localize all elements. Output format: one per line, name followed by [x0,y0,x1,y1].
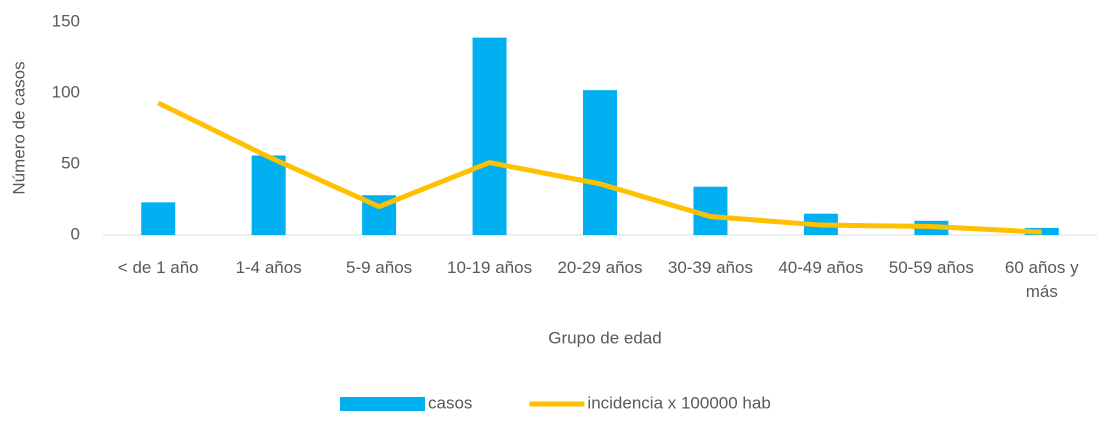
bar [472,37,507,236]
y-tick-label: 50 [61,153,80,172]
y-tick-label: 0 [71,224,80,243]
legend-swatch [340,397,425,411]
y-tick-label: 150 [52,11,80,30]
y-axis-title: Número de casos [9,61,28,194]
line [157,100,1042,235]
y-tick-label: 100 [52,82,80,101]
bar [583,90,617,235]
x-tick-label: 40-49 años [778,258,864,277]
legend-label: incidencia x 100000 hab [587,393,770,412]
x-tick-label: 5-9 años [346,258,413,277]
x-tick-label: 1-4 años [235,258,302,277]
x-tick-label: 50-59 años [888,258,974,277]
legend-label: casos [428,393,472,412]
x-axis-title: Grupo de edad [548,328,661,347]
x-tick-label: 10-19 años [447,258,533,277]
x-tick-label: < de 1 año [117,258,199,277]
x-tick-label: 60 años y más [1004,258,1079,301]
bar [141,202,176,235]
bar [251,155,286,235]
x-tick-label: 30-39 años [667,258,753,277]
x-tick-label: 20-29 años [557,258,643,277]
